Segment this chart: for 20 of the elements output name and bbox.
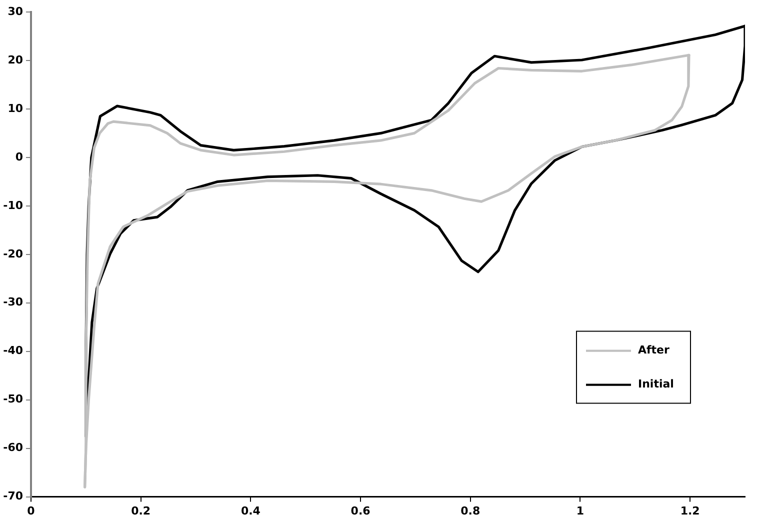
legend-label: After (638, 344, 670, 357)
x-tick-label: 0.8 (460, 504, 480, 518)
y-tick-label: 20 (8, 53, 24, 66)
y-tick-label: 0 (15, 150, 24, 164)
y-tick-label: 10 (8, 102, 24, 115)
x-tick-label: 1 (576, 504, 584, 518)
x-tick-label: 0.4 (240, 504, 261, 518)
y-tick-label: -70 (3, 490, 24, 503)
y-tick-label: -20 (3, 247, 24, 260)
x-tick-label: 1.2 (680, 504, 700, 518)
legend-label: Initial (638, 378, 674, 391)
y-tick-label: -50 (3, 392, 24, 406)
y-tick-label: -10 (3, 198, 24, 212)
x-tick-label: 0 (27, 504, 36, 518)
x-tick-label: 0.6 (350, 504, 371, 518)
x-tick-label: 0.2 (131, 504, 151, 518)
y-tick-label: -60 (3, 441, 24, 454)
y-tick-label: -30 (3, 296, 24, 309)
y-tick-label: -40 (3, 344, 24, 358)
y-tick-label: 30 (8, 4, 24, 18)
